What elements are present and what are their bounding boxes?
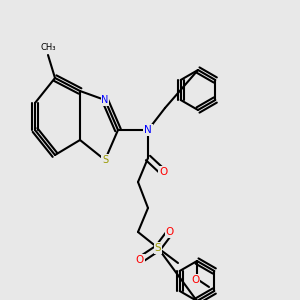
Text: CH₃: CH₃ <box>40 43 56 52</box>
Text: N: N <box>144 125 152 135</box>
Text: O: O <box>159 167 167 177</box>
Text: O: O <box>166 227 174 237</box>
Text: S: S <box>102 155 108 165</box>
Text: O: O <box>191 275 199 285</box>
Text: N: N <box>101 95 109 105</box>
Text: S: S <box>155 243 161 253</box>
Text: O: O <box>136 255 144 265</box>
